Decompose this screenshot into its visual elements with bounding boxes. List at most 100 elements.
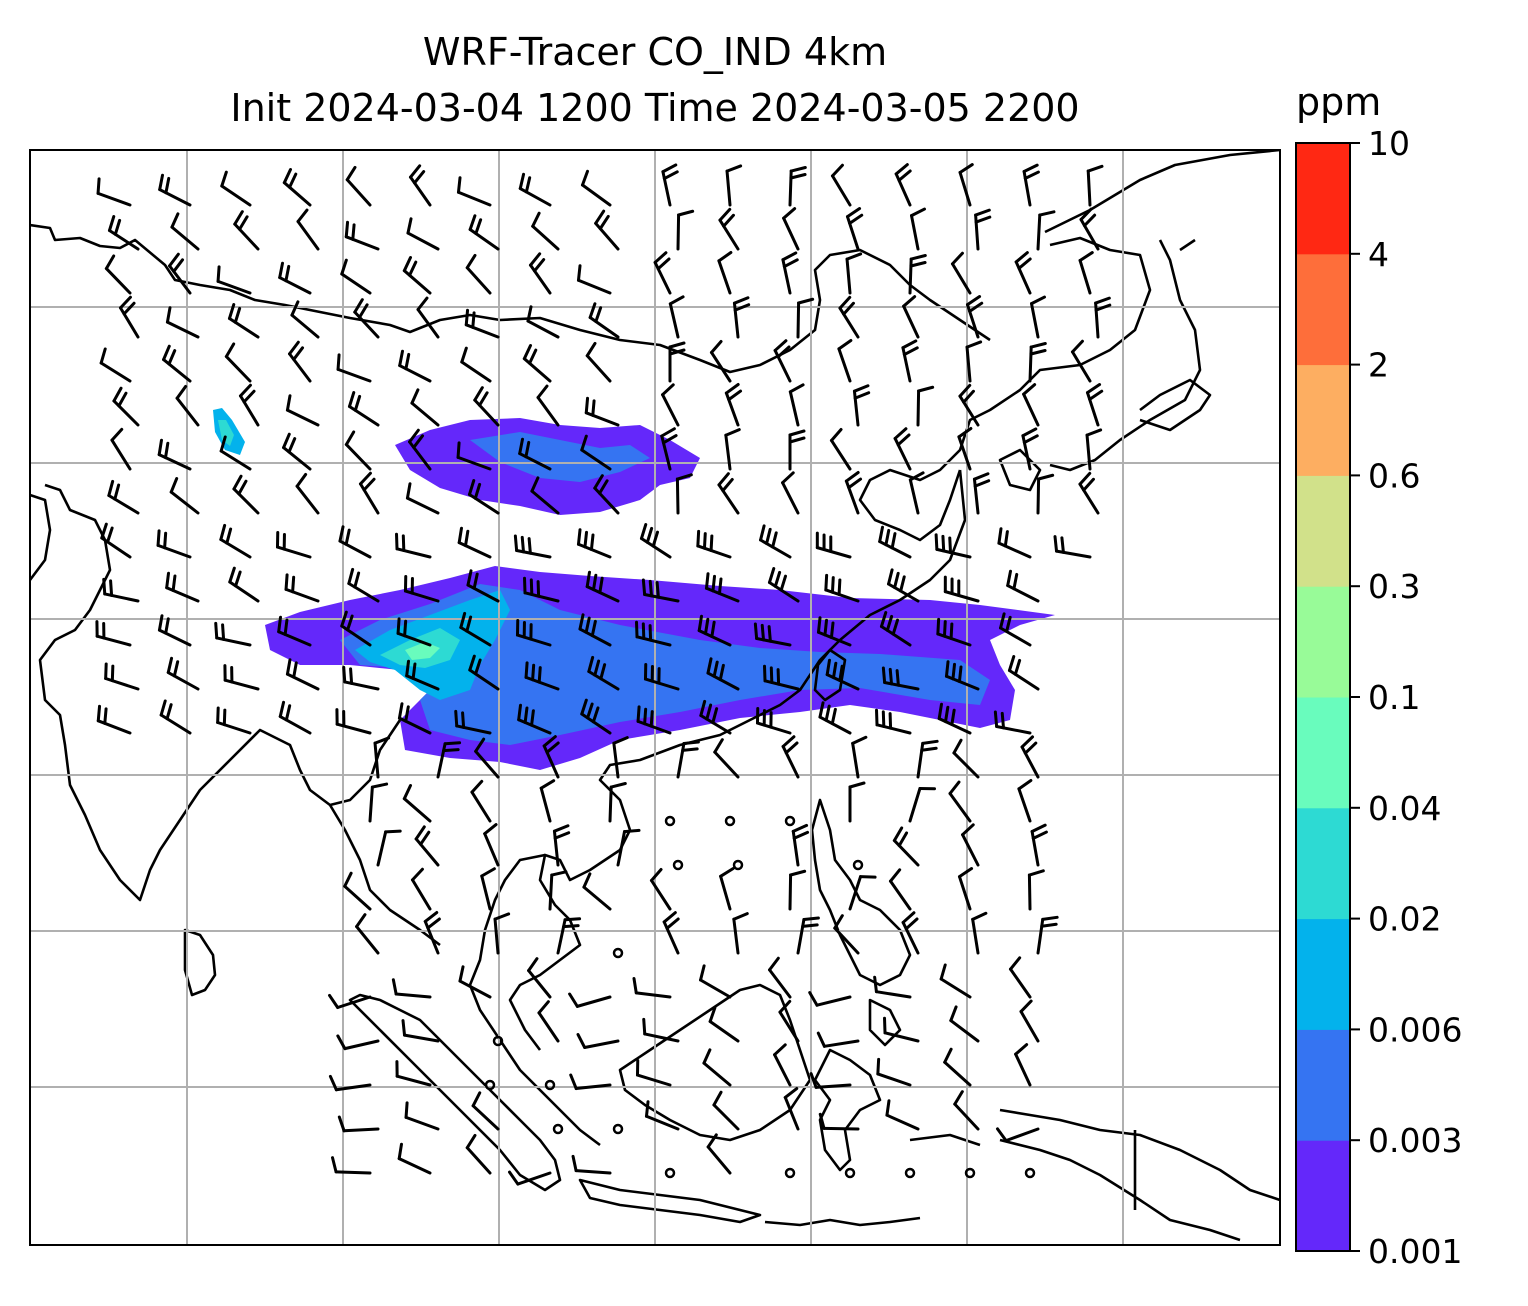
wind-barb bbox=[576, 1033, 620, 1049]
wind-barb bbox=[112, 386, 140, 427]
wind-barb bbox=[336, 1034, 380, 1051]
wind-barb bbox=[580, 698, 612, 735]
coastline-sumatra bbox=[348, 993, 562, 1192]
wind-barb bbox=[778, 999, 800, 1043]
wind-barb bbox=[580, 169, 612, 207]
wind-barb bbox=[957, 427, 973, 471]
wind-barb bbox=[773, 1043, 792, 1087]
wind-barb bbox=[1028, 342, 1047, 383]
wind-barb bbox=[522, 344, 552, 383]
wind-barb bbox=[156, 529, 192, 559]
wind-barb bbox=[953, 1090, 980, 1131]
wind-barb bbox=[275, 531, 312, 559]
wind-barb bbox=[768, 956, 792, 999]
wind-barb bbox=[335, 708, 372, 735]
wind-barb bbox=[1053, 535, 1092, 559]
coastline-new-guinea bbox=[999, 1108, 1280, 1242]
wind-barb bbox=[397, 702, 432, 735]
wind-barb bbox=[95, 620, 132, 647]
colorbar-swatch bbox=[1296, 697, 1350, 809]
wind-barb bbox=[227, 303, 260, 339]
wind-barb bbox=[344, 430, 372, 471]
calm-wind-circle bbox=[844, 1167, 856, 1179]
wind-barb bbox=[376, 829, 402, 867]
wind-barb bbox=[483, 823, 500, 867]
colorbar-unit-label: ppm bbox=[1296, 80, 1382, 124]
wind-barb bbox=[833, 914, 860, 955]
wind-barb bbox=[937, 702, 972, 735]
wind-barb bbox=[576, 264, 612, 295]
wind-barb bbox=[480, 867, 496, 911]
wind-barb bbox=[612, 736, 629, 779]
wind-barb bbox=[464, 308, 500, 339]
wind-barb bbox=[157, 614, 192, 647]
wind-barb bbox=[531, 211, 560, 251]
wind-barb bbox=[809, 1072, 852, 1089]
wind-barb bbox=[216, 706, 252, 735]
wind-barb bbox=[454, 709, 492, 735]
wind-barb bbox=[948, 780, 972, 823]
wind-barb bbox=[405, 659, 440, 691]
wind-barb bbox=[410, 867, 432, 911]
wind-barb bbox=[759, 524, 792, 559]
wind-barb bbox=[732, 296, 751, 339]
wind-barb bbox=[876, 1057, 912, 1087]
wind-barb bbox=[170, 212, 200, 251]
wind-barb bbox=[974, 208, 992, 251]
wind-barb bbox=[337, 1115, 380, 1133]
wind-barb bbox=[1078, 251, 1094, 295]
calm-wind-circle bbox=[852, 859, 864, 871]
wind-barb bbox=[578, 613, 612, 647]
wind-barb bbox=[791, 823, 810, 867]
wind-barb bbox=[644, 1100, 680, 1131]
coastlines bbox=[30, 150, 1280, 1242]
wind-barb bbox=[1027, 869, 1045, 911]
wind-barb bbox=[999, 612, 1032, 647]
wind-barb bbox=[524, 661, 560, 691]
wind-barb bbox=[888, 868, 912, 911]
map-panel bbox=[30, 150, 1280, 1245]
wind-barb bbox=[782, 207, 800, 251]
wind-barb bbox=[837, 339, 853, 383]
colorbar-swatch bbox=[1296, 1029, 1350, 1141]
wind-barb bbox=[908, 471, 925, 515]
colorbar-tick-label: 0.02 bbox=[1368, 900, 1441, 939]
wind-barb bbox=[910, 207, 926, 251]
wind-barb bbox=[530, 476, 560, 515]
wind-barb bbox=[405, 482, 440, 515]
wind-barb bbox=[878, 525, 912, 559]
wind-barb bbox=[830, 163, 852, 207]
wind-barb bbox=[668, 295, 685, 339]
wind-barb bbox=[808, 991, 852, 1007]
wind-barb bbox=[347, 391, 380, 427]
wind-barb bbox=[1021, 427, 1039, 471]
wind-barb bbox=[542, 735, 560, 779]
wind-barb bbox=[588, 302, 620, 339]
wind-barb bbox=[755, 707, 792, 735]
wind-barb bbox=[1070, 339, 1092, 383]
wind-barb bbox=[1030, 295, 1046, 339]
wind-barb bbox=[1085, 428, 1103, 471]
wind-barb bbox=[473, 386, 500, 427]
wind-barb bbox=[971, 911, 988, 955]
wind-barb bbox=[881, 666, 920, 691]
wind-barb bbox=[660, 427, 678, 471]
colorbar-tick-label: 0.001 bbox=[1368, 1232, 1462, 1271]
wind-barb bbox=[788, 166, 807, 207]
wind-barb bbox=[944, 660, 980, 691]
wind-barb bbox=[950, 251, 972, 295]
wind-barb bbox=[709, 340, 732, 383]
wind-barb bbox=[796, 297, 815, 339]
calm-wind-circle bbox=[484, 1079, 496, 1091]
wind-barb bbox=[845, 207, 864, 251]
wind-barb bbox=[104, 662, 140, 691]
wind-barb bbox=[818, 1112, 860, 1131]
wind-barb bbox=[632, 976, 672, 999]
wind-barb bbox=[824, 573, 860, 603]
map-frame bbox=[29, 149, 1281, 1246]
wind-barb bbox=[934, 533, 972, 559]
wind-barb bbox=[949, 1005, 980, 1043]
wind-barb bbox=[788, 429, 806, 471]
wind-barb bbox=[403, 575, 440, 603]
wind-barb bbox=[1036, 915, 1059, 955]
